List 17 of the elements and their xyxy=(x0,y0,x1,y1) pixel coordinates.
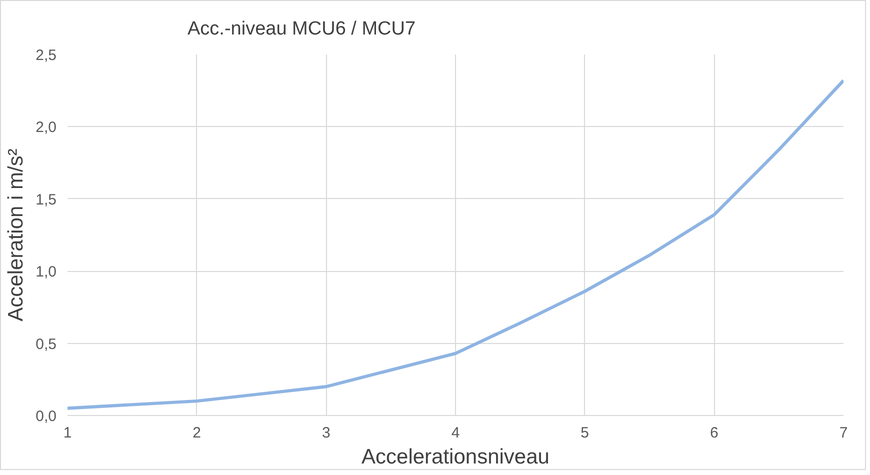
line-series xyxy=(68,78,844,410)
x-tick-label: 3 xyxy=(322,424,330,442)
chart-title: Acc.-niveau MCU6 / MCU7 xyxy=(188,18,416,40)
y-axis-title: Acceleration i m/s² xyxy=(4,148,28,322)
y-tick-label: 0,0 xyxy=(36,408,57,425)
y-tick-label: 0,5 xyxy=(36,336,57,353)
y-tick-label: 2,0 xyxy=(36,119,57,136)
y-tick-label: 1,5 xyxy=(36,191,57,208)
x-tick-label: 4 xyxy=(451,424,460,442)
y-tick-label: 2,5 xyxy=(36,47,57,64)
x-axis-title: Accelerationsniveau xyxy=(362,446,550,468)
y-tick-label: 1,0 xyxy=(36,264,57,281)
x-tick-label: 1 xyxy=(63,424,72,442)
x-tick-label: 5 xyxy=(580,424,590,442)
x-tick-label: 7 xyxy=(839,424,848,442)
x-tick-label: 2 xyxy=(192,424,202,442)
x-tick-label: 6 xyxy=(710,424,718,442)
